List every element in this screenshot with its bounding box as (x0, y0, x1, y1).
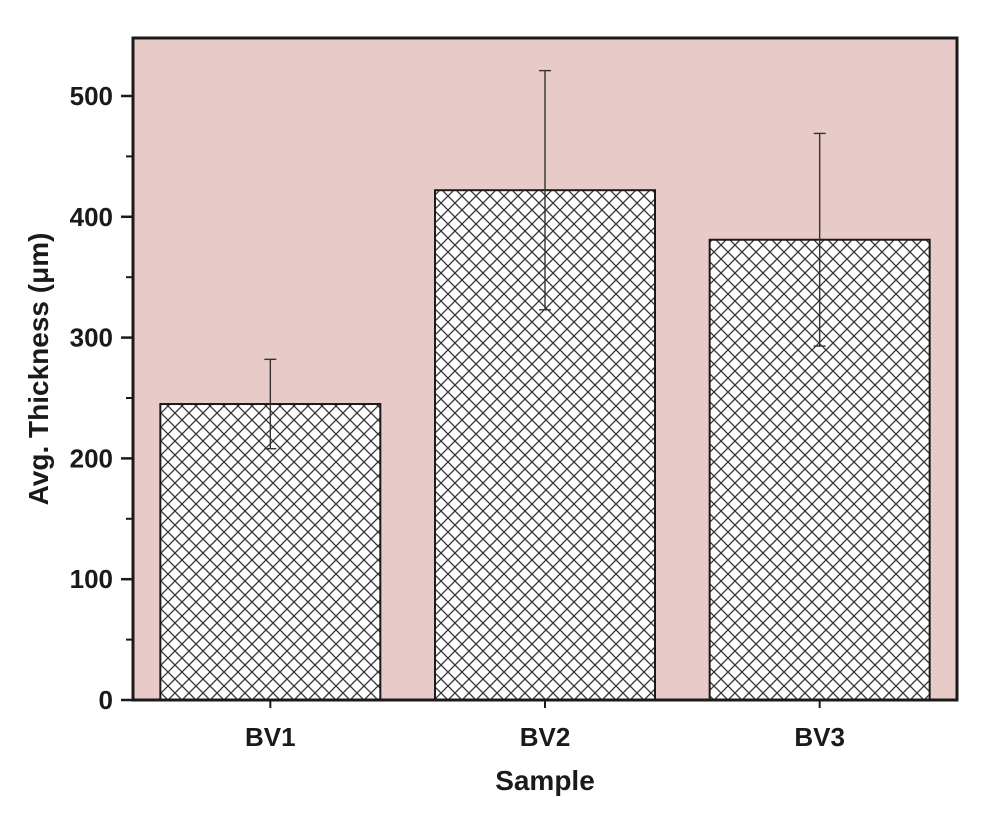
error-bars (264, 69, 826, 450)
y-tick-label: 0 (99, 685, 113, 715)
y-ticks: 0 100 200 300 400 500 (70, 81, 133, 715)
error-bar-bv1 (264, 358, 277, 450)
y-axis-title: Avg. Thickness (μm) (23, 233, 54, 506)
y-tick-label: 200 (70, 443, 113, 473)
bar-bv1 (159, 403, 382, 701)
y-tick-label: 300 (70, 323, 113, 353)
y-tick-label: 500 (70, 81, 113, 111)
x-tick-label: BV2 (520, 722, 571, 752)
y-tick-label: 400 (70, 202, 113, 232)
x-ticks: BV1 BV2 BV3 (245, 700, 845, 752)
x-axis-title: Sample (495, 765, 595, 796)
error-bar-bv3 (813, 132, 826, 347)
x-tick-label: BV1 (245, 722, 296, 752)
y-tick-label: 100 (70, 564, 113, 594)
error-bar-bv2 (539, 69, 551, 311)
x-tick-label: BV3 (794, 722, 845, 752)
